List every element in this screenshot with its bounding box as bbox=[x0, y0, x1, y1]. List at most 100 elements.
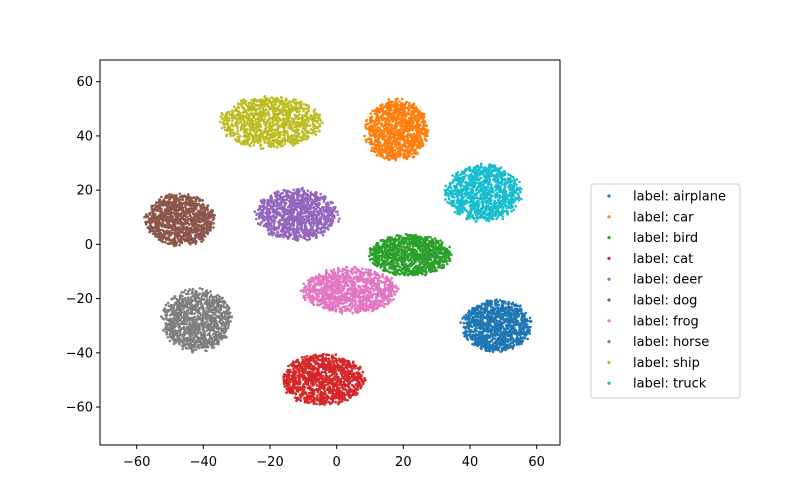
data-point bbox=[376, 263, 380, 267]
data-point bbox=[383, 157, 387, 160]
data-point bbox=[313, 372, 317, 375]
data-point bbox=[388, 122, 392, 126]
data-point bbox=[528, 316, 532, 320]
data-point bbox=[420, 256, 424, 260]
data-point bbox=[418, 127, 421, 131]
data-point bbox=[344, 359, 347, 363]
data-point bbox=[360, 380, 364, 383]
data-point bbox=[495, 339, 499, 342]
data-point bbox=[348, 377, 352, 380]
data-point bbox=[395, 138, 398, 142]
data-point bbox=[462, 325, 466, 329]
data-point bbox=[429, 236, 432, 239]
data-point bbox=[343, 398, 347, 402]
data-point bbox=[389, 114, 392, 117]
data-point bbox=[295, 389, 299, 393]
data-point bbox=[423, 236, 427, 239]
data-point bbox=[389, 241, 393, 245]
data-point bbox=[502, 342, 506, 346]
data-point bbox=[432, 263, 435, 267]
data-point bbox=[519, 307, 522, 311]
data-point bbox=[326, 375, 329, 378]
data-point bbox=[493, 331, 496, 334]
data-point bbox=[504, 328, 507, 331]
data-point bbox=[315, 375, 318, 378]
data-point bbox=[506, 346, 510, 350]
data-point bbox=[347, 395, 351, 399]
data-point bbox=[381, 114, 384, 118]
data-point bbox=[439, 251, 443, 255]
data-point bbox=[438, 248, 442, 251]
data-point bbox=[520, 312, 524, 315]
data-point bbox=[379, 104, 382, 107]
data-point bbox=[412, 255, 415, 259]
data-point bbox=[334, 369, 337, 372]
data-point bbox=[507, 303, 510, 306]
data-point bbox=[335, 361, 338, 364]
data-point bbox=[432, 255, 435, 259]
data-point bbox=[524, 311, 527, 315]
data-point bbox=[509, 332, 513, 336]
data-point bbox=[500, 312, 504, 316]
data-point bbox=[376, 136, 380, 139]
data-point bbox=[316, 362, 320, 365]
data-point bbox=[484, 329, 488, 333]
data-point bbox=[329, 360, 332, 364]
data-point bbox=[383, 127, 386, 131]
data-point bbox=[330, 355, 334, 358]
data-point bbox=[305, 354, 309, 358]
data-point bbox=[435, 253, 438, 256]
data-point bbox=[398, 141, 402, 144]
data-point bbox=[423, 127, 427, 131]
data-point bbox=[343, 387, 346, 390]
data-point bbox=[438, 258, 441, 261]
data-point bbox=[416, 133, 420, 137]
data-point bbox=[301, 391, 305, 395]
data-point bbox=[392, 113, 396, 117]
data-point bbox=[369, 125, 372, 129]
data-point bbox=[429, 248, 433, 252]
data-point bbox=[416, 152, 419, 156]
data-point bbox=[435, 239, 439, 243]
data-point bbox=[327, 381, 331, 385]
data-point bbox=[370, 128, 374, 132]
data-point bbox=[502, 309, 506, 313]
data-point bbox=[480, 308, 483, 311]
data-point bbox=[390, 260, 393, 264]
data-point bbox=[489, 328, 492, 332]
data-point bbox=[414, 150, 417, 153]
data-point bbox=[379, 239, 383, 243]
data-point bbox=[506, 339, 509, 343]
data-point bbox=[401, 125, 404, 128]
data-point bbox=[405, 253, 408, 256]
data-point bbox=[465, 325, 468, 329]
data-point bbox=[392, 251, 396, 254]
data-point bbox=[386, 130, 390, 134]
data-point bbox=[309, 397, 313, 401]
data-point bbox=[383, 120, 387, 123]
data-point bbox=[481, 341, 485, 344]
data-point bbox=[375, 154, 379, 157]
data-point bbox=[324, 377, 328, 381]
data-point bbox=[415, 239, 419, 243]
data-point bbox=[374, 140, 378, 143]
data-point bbox=[386, 153, 390, 156]
data-point bbox=[301, 358, 305, 362]
data-point bbox=[429, 257, 432, 261]
data-point bbox=[296, 364, 299, 368]
data-point bbox=[493, 315, 497, 319]
data-point bbox=[525, 323, 529, 326]
data-point bbox=[321, 360, 324, 364]
data-point bbox=[508, 316, 512, 319]
data-point bbox=[309, 401, 312, 404]
data-point bbox=[335, 372, 339, 376]
data-point bbox=[507, 308, 511, 312]
data-point bbox=[504, 319, 508, 323]
data-point bbox=[364, 125, 367, 128]
data-point bbox=[411, 104, 415, 107]
data-point bbox=[381, 251, 385, 255]
data-point bbox=[398, 254, 402, 257]
data-point bbox=[313, 388, 316, 392]
data-point bbox=[336, 388, 339, 392]
data-point bbox=[409, 135, 412, 138]
